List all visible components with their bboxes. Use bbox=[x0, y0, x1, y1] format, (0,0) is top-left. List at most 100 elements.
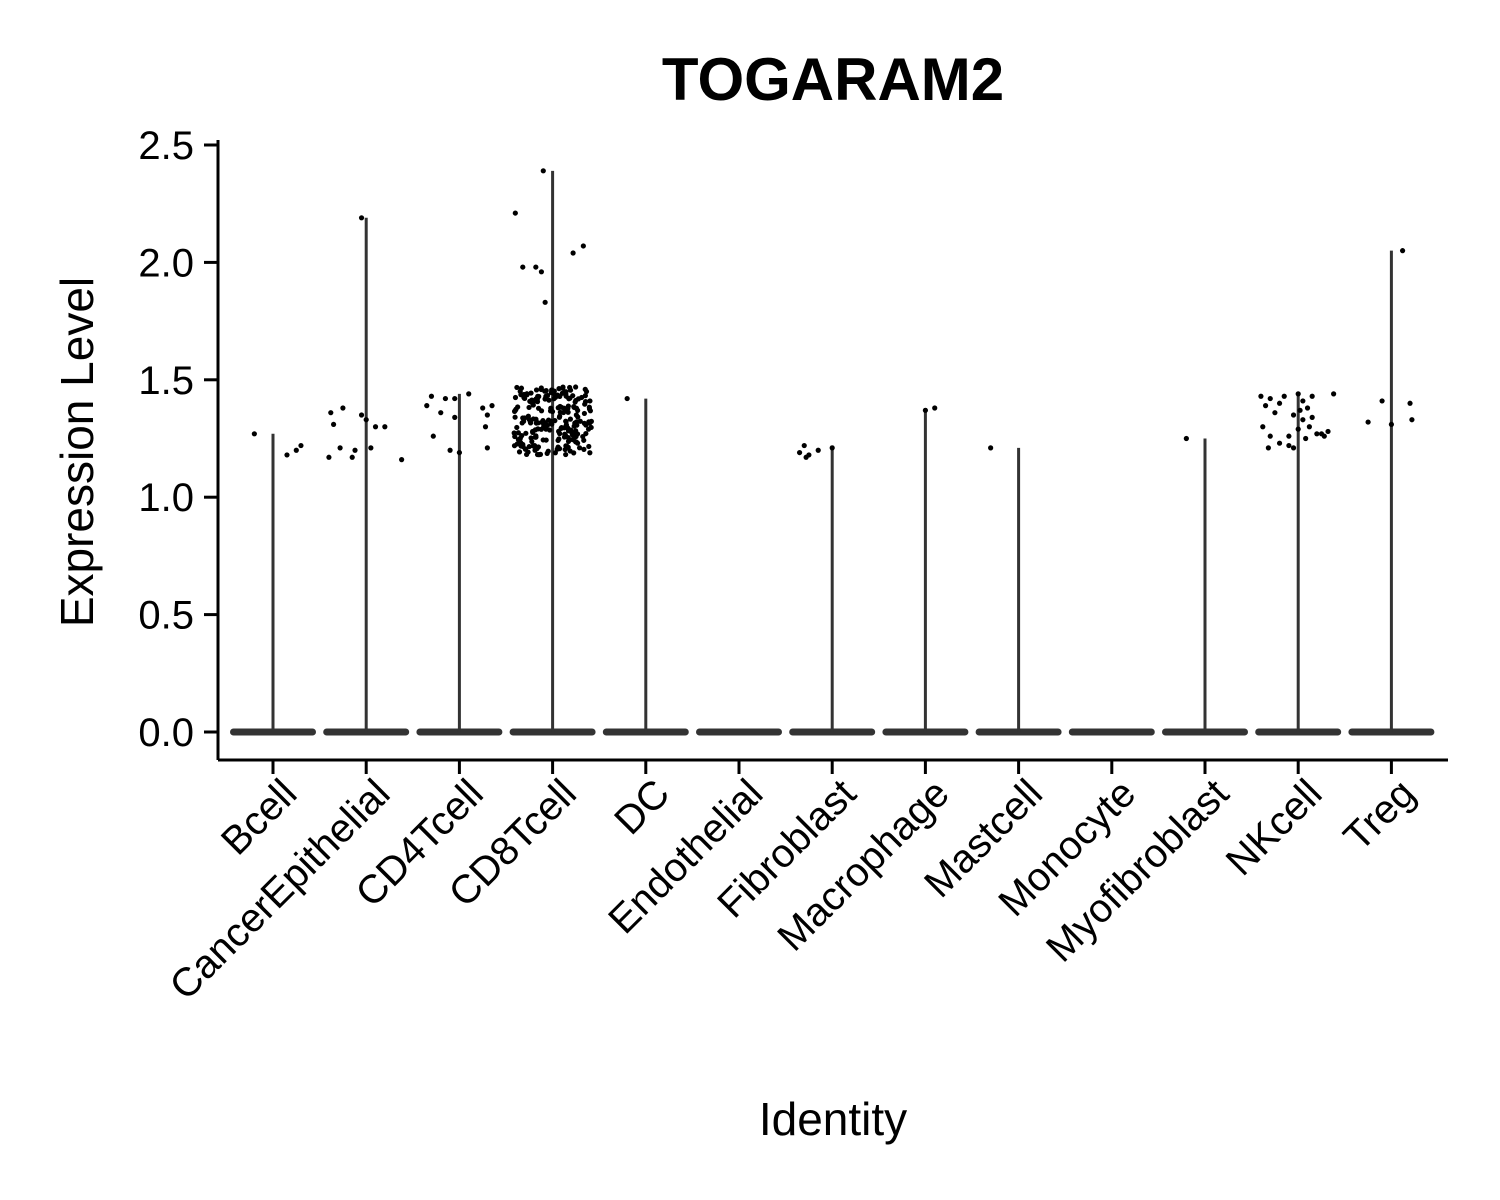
data-point bbox=[567, 448, 573, 454]
data-point bbox=[352, 447, 358, 453]
data-point bbox=[801, 442, 807, 449]
data-point bbox=[1297, 407, 1303, 413]
data-point bbox=[452, 414, 458, 420]
violin-group bbox=[789, 442, 876, 736]
data-point bbox=[522, 415, 528, 421]
data-point bbox=[573, 384, 579, 390]
chart-title: TOGARAM2 bbox=[662, 46, 1004, 113]
y-tick-label: 0.5 bbox=[138, 594, 194, 638]
data-point bbox=[1290, 445, 1297, 451]
violin-group bbox=[230, 431, 316, 736]
violin-group bbox=[696, 728, 782, 736]
violin-group bbox=[323, 215, 410, 736]
data-point bbox=[576, 445, 583, 451]
data-point bbox=[430, 433, 436, 439]
data-point bbox=[1183, 435, 1189, 442]
data-point bbox=[424, 403, 430, 409]
y-tick-label: 1.5 bbox=[138, 359, 194, 403]
data-point bbox=[796, 449, 803, 456]
data-point bbox=[547, 408, 554, 414]
data-point bbox=[526, 404, 532, 411]
data-point bbox=[1286, 433, 1292, 439]
data-point bbox=[570, 393, 576, 399]
violin-group bbox=[1162, 435, 1248, 736]
data-point bbox=[484, 445, 490, 451]
data-point bbox=[1300, 398, 1306, 404]
data-point bbox=[815, 447, 821, 453]
data-point bbox=[564, 424, 570, 430]
data-point bbox=[570, 250, 576, 256]
data-point bbox=[1388, 421, 1394, 428]
data-point bbox=[340, 405, 346, 411]
data-point bbox=[563, 418, 569, 424]
data-point bbox=[561, 434, 568, 440]
data-point bbox=[1267, 433, 1273, 439]
data-point bbox=[575, 407, 581, 414]
data-point bbox=[528, 399, 535, 405]
data-point bbox=[1265, 445, 1271, 451]
data-point bbox=[560, 409, 567, 416]
data-point bbox=[567, 416, 574, 422]
data-point bbox=[582, 393, 588, 399]
data-point bbox=[1272, 410, 1278, 416]
data-point bbox=[586, 419, 592, 425]
data-point bbox=[538, 269, 545, 275]
plot-area bbox=[230, 168, 1435, 736]
data-point bbox=[552, 418, 558, 424]
data-point bbox=[557, 403, 563, 410]
data-point bbox=[358, 412, 365, 418]
violin-group bbox=[509, 168, 596, 736]
data-point bbox=[528, 390, 534, 396]
data-point bbox=[363, 417, 369, 423]
data-point bbox=[806, 452, 812, 458]
y-tick-label: 1.0 bbox=[138, 476, 194, 520]
data-point bbox=[582, 386, 588, 392]
data-point bbox=[428, 393, 435, 399]
violin-group bbox=[1348, 248, 1435, 736]
data-point bbox=[555, 437, 561, 444]
data-point bbox=[358, 215, 365, 221]
data-point bbox=[1290, 412, 1297, 418]
data-point bbox=[326, 454, 332, 460]
data-point bbox=[567, 387, 574, 393]
data-point bbox=[1300, 417, 1306, 423]
data-point bbox=[540, 437, 546, 443]
data-point bbox=[573, 419, 580, 425]
data-point bbox=[542, 396, 548, 402]
data-point bbox=[558, 424, 565, 431]
data-point bbox=[1295, 391, 1301, 397]
data-point bbox=[540, 168, 546, 174]
data-point bbox=[1267, 395, 1273, 402]
data-point bbox=[1314, 431, 1320, 437]
data-point bbox=[565, 428, 572, 434]
data-point bbox=[922, 407, 929, 413]
data-point bbox=[515, 436, 521, 443]
data-point bbox=[563, 451, 569, 458]
y-axis-label: Expression Level bbox=[51, 277, 103, 627]
data-point bbox=[932, 405, 938, 411]
data-point bbox=[512, 210, 518, 216]
x-tick-label: DC bbox=[606, 771, 678, 843]
data-point bbox=[1331, 391, 1337, 397]
data-point bbox=[530, 428, 536, 435]
data-point bbox=[514, 384, 520, 391]
data-point bbox=[551, 388, 557, 394]
data-point bbox=[1318, 431, 1325, 437]
data-point bbox=[565, 438, 572, 444]
data-point bbox=[565, 409, 571, 415]
x-tick-label: NKcell bbox=[1218, 771, 1331, 884]
data-point bbox=[298, 442, 304, 449]
data-point bbox=[1309, 393, 1315, 399]
data-point bbox=[573, 428, 579, 434]
data-point bbox=[382, 424, 388, 430]
data-point bbox=[1295, 426, 1301, 432]
data-point bbox=[561, 405, 567, 411]
data-point bbox=[533, 387, 540, 393]
data-point bbox=[557, 413, 563, 419]
data-point bbox=[532, 447, 538, 453]
data-point bbox=[523, 430, 529, 436]
data-point bbox=[284, 452, 290, 458]
data-point bbox=[533, 264, 539, 270]
data-point bbox=[562, 446, 568, 453]
data-point bbox=[484, 412, 490, 418]
